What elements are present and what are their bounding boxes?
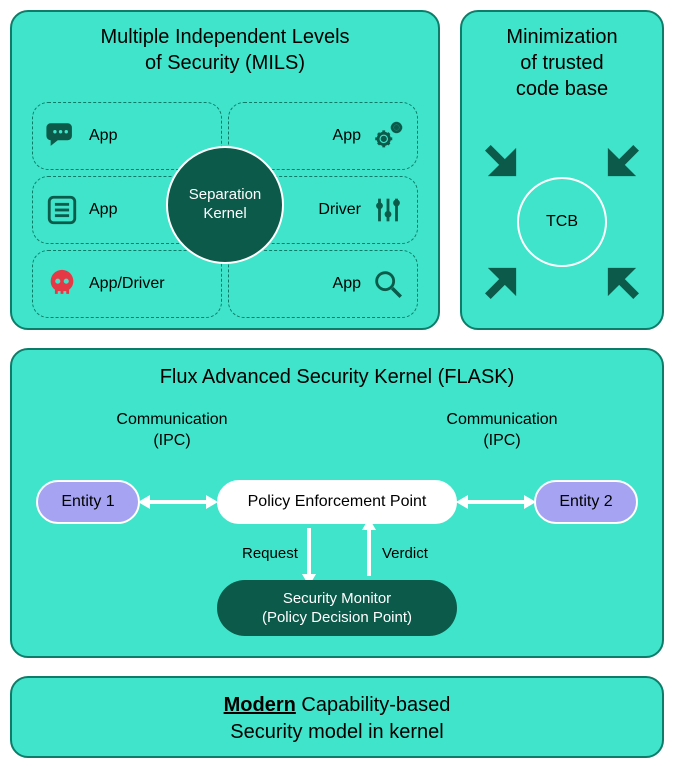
cell-label: App <box>333 275 361 293</box>
request-label: Request <box>242 545 298 562</box>
tcb-title: Minimization of trusted code base <box>462 12 662 102</box>
mils-panel: Multiple Independent Levels of Security … <box>10 10 440 330</box>
cell-label: App <box>89 201 117 219</box>
security-monitor-node: Security Monitor (Policy Decision Point) <box>217 580 457 636</box>
mils-title: Multiple Independent Levels of Security … <box>12 12 438 76</box>
flask-panel: Flux Advanced Security Kernel (FLASK) Co… <box>10 348 664 658</box>
entity1-label: Entity 1 <box>61 493 114 511</box>
mils-cell-search: App <box>228 250 418 318</box>
pep-node: Policy Enforcement Point <box>217 480 457 524</box>
mils-cell-skull: App/Driver <box>32 250 222 318</box>
mils-title-line2: of Security (MILS) <box>145 52 305 74</box>
entity2-label: Entity 2 <box>559 493 612 511</box>
verdict-label: Verdict <box>382 545 428 562</box>
secmon-line1: Security Monitor <box>283 590 391 607</box>
sliders-icon <box>371 193 405 227</box>
cap-rest1: Capability-based <box>296 694 451 716</box>
tcb-title-line1: Minimization <box>506 26 617 48</box>
cap-line2: Security model in kernel <box>230 721 443 743</box>
ipc-text: (IPC) <box>153 432 190 449</box>
separation-kernel-label: Separation Kernel <box>168 186 282 224</box>
arrow-in-icon <box>468 248 536 316</box>
modern-word: Modern <box>224 694 296 716</box>
tcb-circle-label: TCB <box>546 213 578 231</box>
arrow-in-icon <box>588 248 656 316</box>
pep-label: Policy Enforcement Point <box>248 493 427 511</box>
cell-label: App/Driver <box>89 275 165 293</box>
capability-text: Modern Capability-based Security model i… <box>12 678 662 746</box>
gears-icon <box>371 119 405 153</box>
skull-icon <box>45 267 79 301</box>
flask-title: Flux Advanced Security Kernel (FLASK) <box>12 350 662 390</box>
down-arrow-icon <box>307 528 311 576</box>
search-icon <box>371 267 405 301</box>
entity-2-node: Entity 2 <box>534 480 638 524</box>
bidir-arrow-icon <box>148 500 208 504</box>
bidir-arrow-icon <box>466 500 526 504</box>
comm-text: Communication <box>116 411 227 428</box>
up-arrow-icon <box>367 528 371 576</box>
entity-1-node: Entity 1 <box>36 480 140 524</box>
tcb-title-line2: of trusted <box>520 52 603 74</box>
capability-panel: Modern Capability-based Security model i… <box>10 676 664 758</box>
cell-label: App <box>89 127 117 145</box>
list-icon <box>45 193 79 227</box>
arrow-in-icon <box>468 128 536 196</box>
separation-kernel-circle: Separation Kernel <box>166 146 284 264</box>
tcb-panel: Minimization of trusted code base TCB <box>460 10 664 330</box>
cell-label: App <box>333 127 361 145</box>
tcb-title-line3: code base <box>516 78 608 100</box>
cell-label: Driver <box>318 201 361 219</box>
tcb-circle: TCB <box>517 177 607 267</box>
ipc-left-label: Communication (IPC) <box>92 410 252 452</box>
ipc-text: (IPC) <box>483 432 520 449</box>
mils-title-line1: Multiple Independent Levels <box>100 26 349 48</box>
chat-icon <box>45 119 79 153</box>
tcb-diagram: TCB <box>462 132 662 312</box>
ipc-right-label: Communication (IPC) <box>422 410 582 452</box>
comm-text: Communication <box>446 411 557 428</box>
arrow-in-icon <box>588 128 656 196</box>
secmon-line2: (Policy Decision Point) <box>262 609 412 626</box>
